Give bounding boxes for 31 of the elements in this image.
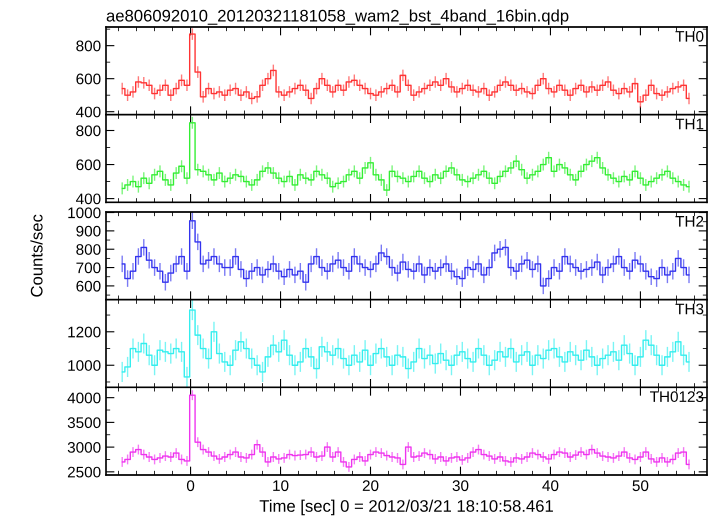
x-axis-title: Time [sec] 0 = 2012/03/21 18:10:58.461: [260, 500, 553, 516]
y-tick-label: 2500: [68, 466, 101, 478]
y-tick-label: 400: [76, 106, 101, 118]
y-tick-label: 4000: [68, 392, 101, 404]
text: TH1: [675, 118, 704, 130]
y-tick-label: 1000: [68, 207, 101, 218]
y-tick-label: 800: [76, 125, 101, 136]
y-tick-label: 600: [76, 74, 101, 84]
x-tick-label: 30: [452, 480, 468, 492]
x-tick-label: 20: [362, 480, 378, 492]
y-tick-label: 3000: [68, 442, 101, 453]
y-tick-label: 1000: [68, 360, 101, 371]
x-tick-label: 40: [542, 480, 558, 492]
y-tick-label: 400: [76, 193, 101, 204]
text: TH2: [675, 216, 704, 227]
y-tick-label: 700: [76, 262, 101, 274]
y-tick-label: 800: [76, 40, 101, 52]
text: TH0: [675, 30, 704, 42]
text: TH0123: [650, 391, 704, 402]
y-tick-label: 1200: [68, 326, 101, 338]
y-tick-label: 600: [76, 280, 101, 292]
y-tick-label: 800: [76, 244, 101, 255]
chart-title: ae806092010_20120321181058_wam2_bst_4band_16bin.qdp: [106, 9, 568, 25]
x-tick-label: 0: [186, 480, 194, 492]
y-tick-label: 900: [76, 226, 101, 237]
y-tick-label: 600: [76, 159, 101, 170]
y-tick-label: 3500: [68, 417, 101, 428]
x-tick-label: 10: [273, 480, 288, 492]
x-tick-label: 50: [632, 480, 648, 492]
y-axis-title: Counts/sec: [30, 214, 43, 297]
series-label: TH3: [675, 304, 704, 314]
